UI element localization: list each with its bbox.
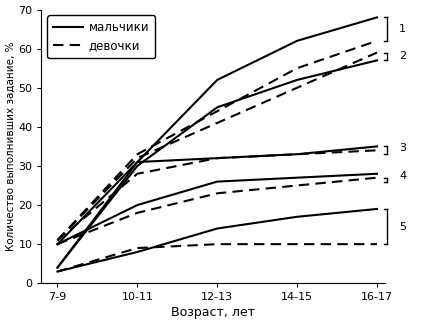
Text: 4: 4	[399, 171, 406, 181]
Text: 5: 5	[399, 222, 406, 231]
Text: 1: 1	[399, 24, 406, 34]
X-axis label: Возраст, лет: Возраст, лет	[171, 306, 255, 319]
Text: 3: 3	[399, 143, 406, 153]
Text: 2: 2	[399, 51, 406, 61]
Y-axis label: Количество выполнивших задание, %: Количество выполнивших задание, %	[5, 42, 16, 251]
Legend: мальчики, девочки: мальчики, девочки	[47, 16, 155, 58]
